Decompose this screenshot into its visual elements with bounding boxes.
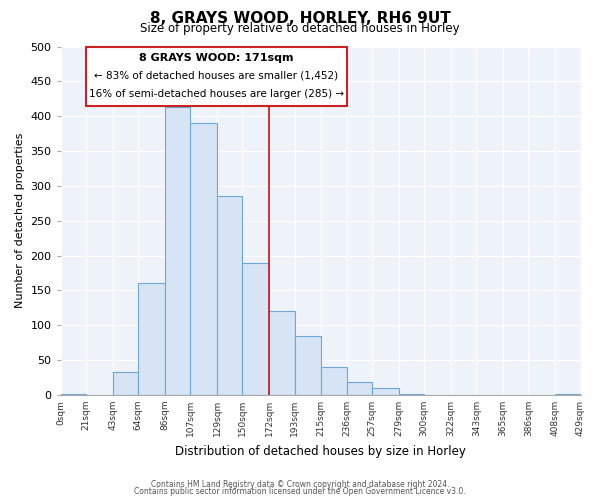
Bar	[555, 394, 581, 395]
Bar	[165, 107, 190, 395]
Bar	[217, 196, 242, 395]
Bar	[269, 312, 295, 395]
Text: ← 83% of detached houses are smaller (1,452): ← 83% of detached houses are smaller (1,…	[94, 71, 338, 81]
Text: Contains HM Land Registry data © Crown copyright and database right 2024.: Contains HM Land Registry data © Crown c…	[151, 480, 449, 489]
Bar	[61, 394, 86, 395]
Bar	[295, 336, 321, 395]
Bar	[399, 394, 424, 395]
Bar	[347, 382, 372, 395]
Bar	[138, 284, 165, 395]
Bar	[113, 372, 138, 395]
Bar	[321, 367, 347, 395]
Text: 16% of semi-detached houses are larger (285) →: 16% of semi-detached houses are larger (…	[89, 89, 344, 99]
Y-axis label: Number of detached properties: Number of detached properties	[15, 133, 25, 308]
Text: Contains public sector information licensed under the Open Government Licence v3: Contains public sector information licen…	[134, 487, 466, 496]
Bar	[372, 388, 399, 395]
FancyBboxPatch shape	[86, 47, 347, 106]
Bar	[242, 262, 269, 395]
Text: 8, GRAYS WOOD, HORLEY, RH6 9UT: 8, GRAYS WOOD, HORLEY, RH6 9UT	[149, 11, 451, 26]
X-axis label: Distribution of detached houses by size in Horley: Distribution of detached houses by size …	[175, 444, 466, 458]
Text: 8 GRAYS WOOD: 171sqm: 8 GRAYS WOOD: 171sqm	[139, 54, 293, 64]
Bar	[190, 123, 217, 395]
Text: Size of property relative to detached houses in Horley: Size of property relative to detached ho…	[140, 22, 460, 35]
